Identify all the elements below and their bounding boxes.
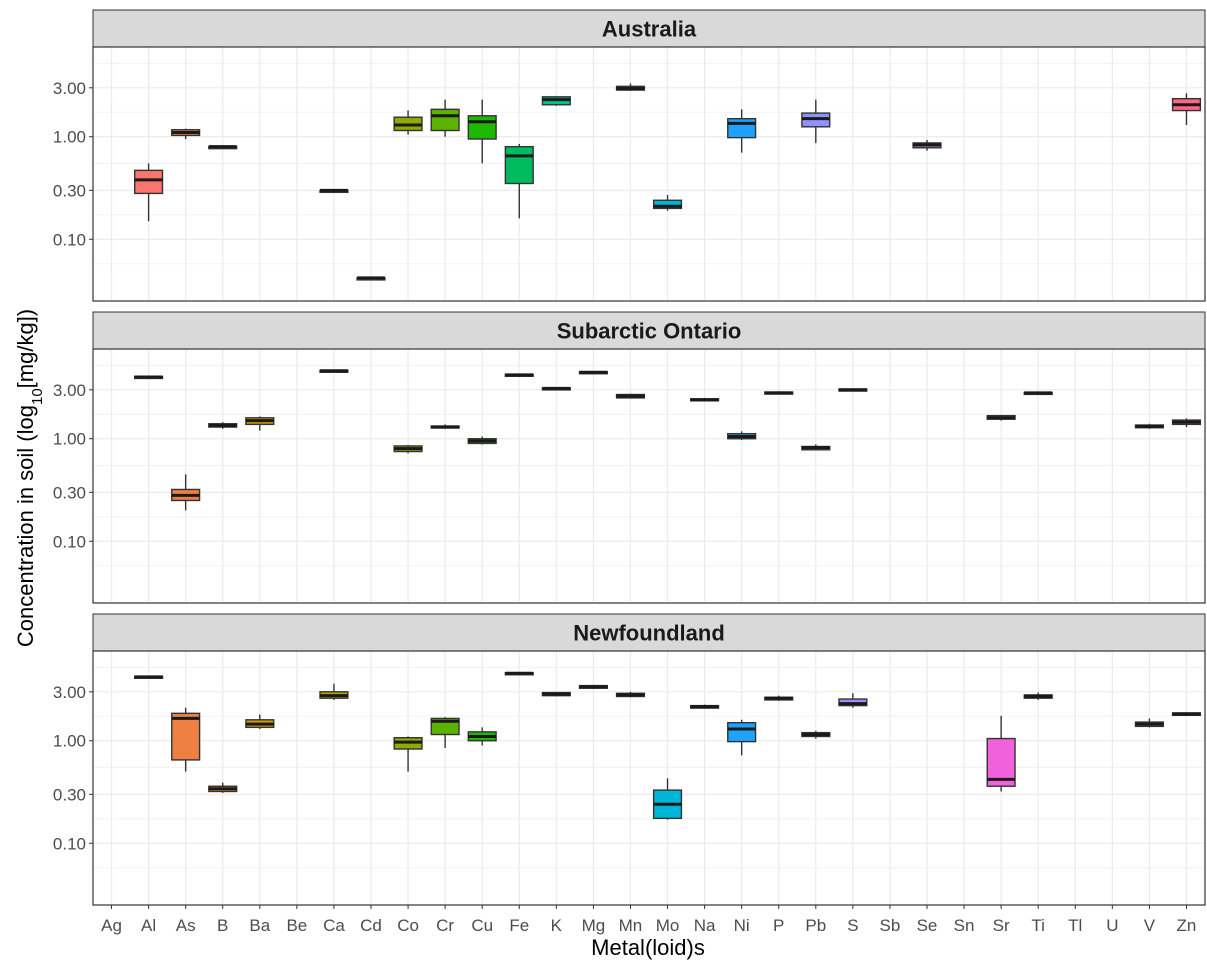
panel-newfoundland-background <box>93 651 1205 905</box>
x-tick-label-v: V <box>1144 916 1156 935</box>
x-tick-label-p: P <box>773 916 784 935</box>
y-axis-title-subscript: 10 <box>29 388 46 405</box>
panel-newfoundland-y-tick-label: 3.00 <box>53 683 86 702</box>
panel-subarctic-ontario-strip <box>92 311 1206 350</box>
panel-subarctic-ontario-y-tick-label: 0.10 <box>53 532 86 551</box>
x-tick-label-as: As <box>176 916 196 935</box>
panel-australia-y-tick-label: 0.30 <box>53 181 86 200</box>
x-tick-label-tl: Tl <box>1068 916 1082 935</box>
panel-newfoundland-y-tick-label: 0.30 <box>53 785 86 804</box>
panel-newfoundland-border <box>92 650 1206 906</box>
panel-subarctic-ontario-y-tick-label: 3.00 <box>53 381 86 400</box>
x-tick-label-mg: Mg <box>582 916 606 935</box>
x-tick-label-mn: Mn <box>619 916 643 935</box>
x-tick-label-be: Be <box>286 916 307 935</box>
x-tick-label-ba: Ba <box>249 916 270 935</box>
panel-australia-box-cu <box>467 115 497 140</box>
panel-australia-box-ni <box>727 117 757 139</box>
y-axis-title-main: Concentration in soil (log <box>13 405 38 647</box>
x-tick-label-cr: Cr <box>436 916 454 935</box>
x-tick-label-b: B <box>217 916 228 935</box>
panel-australia-y-tick-label: 1.00 <box>53 128 86 147</box>
panel-subarctic-ontario-border <box>92 348 1206 604</box>
x-tick-label-sn: Sn <box>954 916 975 935</box>
x-tick-label-pb: Pb <box>805 916 826 935</box>
x-tick-label-k: K <box>551 916 563 935</box>
x-tick-label-u: U <box>1106 916 1118 935</box>
panel-newfoundland-y-tick-label: 0.10 <box>53 834 86 853</box>
x-tick-label-na: Na <box>694 916 716 935</box>
panel-australia-box-cr <box>430 108 460 132</box>
panel-subarctic-ontario-y-tick-label: 1.00 <box>53 430 86 449</box>
x-tick-label-ag: Ag <box>101 916 122 935</box>
panel-australia-border <box>92 46 1206 302</box>
panel-subarctic-ontario-y-tick-label: 0.30 <box>53 483 86 502</box>
x-tick-label-al: Al <box>141 916 156 935</box>
panel-newfoundland-box-as <box>171 712 201 761</box>
panel-australia-y-tick-label: 3.00 <box>53 79 86 98</box>
panel-australia-box-mo <box>652 199 683 210</box>
panel-australia-box-fe <box>504 145 534 185</box>
panel-australia-y-tick-label: 0.10 <box>53 230 86 249</box>
panel-newfoundland-box-ni <box>727 721 757 743</box>
panel-australia-strip <box>92 9 1206 48</box>
x-tick-label-s: S <box>847 916 858 935</box>
y-axis-title-tail: [mg/kg]) <box>13 309 38 388</box>
x-tick-label-cu: Cu <box>471 916 493 935</box>
x-tick-label-fe: Fe <box>509 916 529 935</box>
x-tick-label-ni: Ni <box>734 916 750 935</box>
panel-australia-title: Australia <box>602 17 697 42</box>
x-tick-label-co: Co <box>397 916 419 935</box>
x-tick-label-mo: Mo <box>656 916 680 935</box>
x-tick-label-zn: Zn <box>1177 916 1197 935</box>
panel-newfoundland-title: Newfoundland <box>573 621 725 646</box>
panel-newfoundland-y-tick-label: 1.00 <box>53 732 86 751</box>
panel-subarctic-ontario-title: Subarctic Ontario <box>557 319 742 344</box>
x-tick-label-ca: Ca <box>323 916 345 935</box>
panel-australia-box-al <box>133 169 164 195</box>
x-tick-label-ti: Ti <box>1031 916 1045 935</box>
y-axis-title: Concentration in soil (log10[mg/kg]) <box>13 309 46 647</box>
x-tick-label-sb: Sb <box>880 916 901 935</box>
panel-newfoundland-strip <box>92 613 1206 652</box>
panel-australia-background <box>93 47 1205 301</box>
x-axis-title: Metal(loid)s <box>591 935 705 960</box>
panel-subarctic-ontario-background <box>93 349 1205 603</box>
x-tick-label-cd: Cd <box>360 916 382 935</box>
x-tick-label-se: Se <box>917 916 938 935</box>
x-tick-label-sr: Sr <box>993 916 1010 935</box>
